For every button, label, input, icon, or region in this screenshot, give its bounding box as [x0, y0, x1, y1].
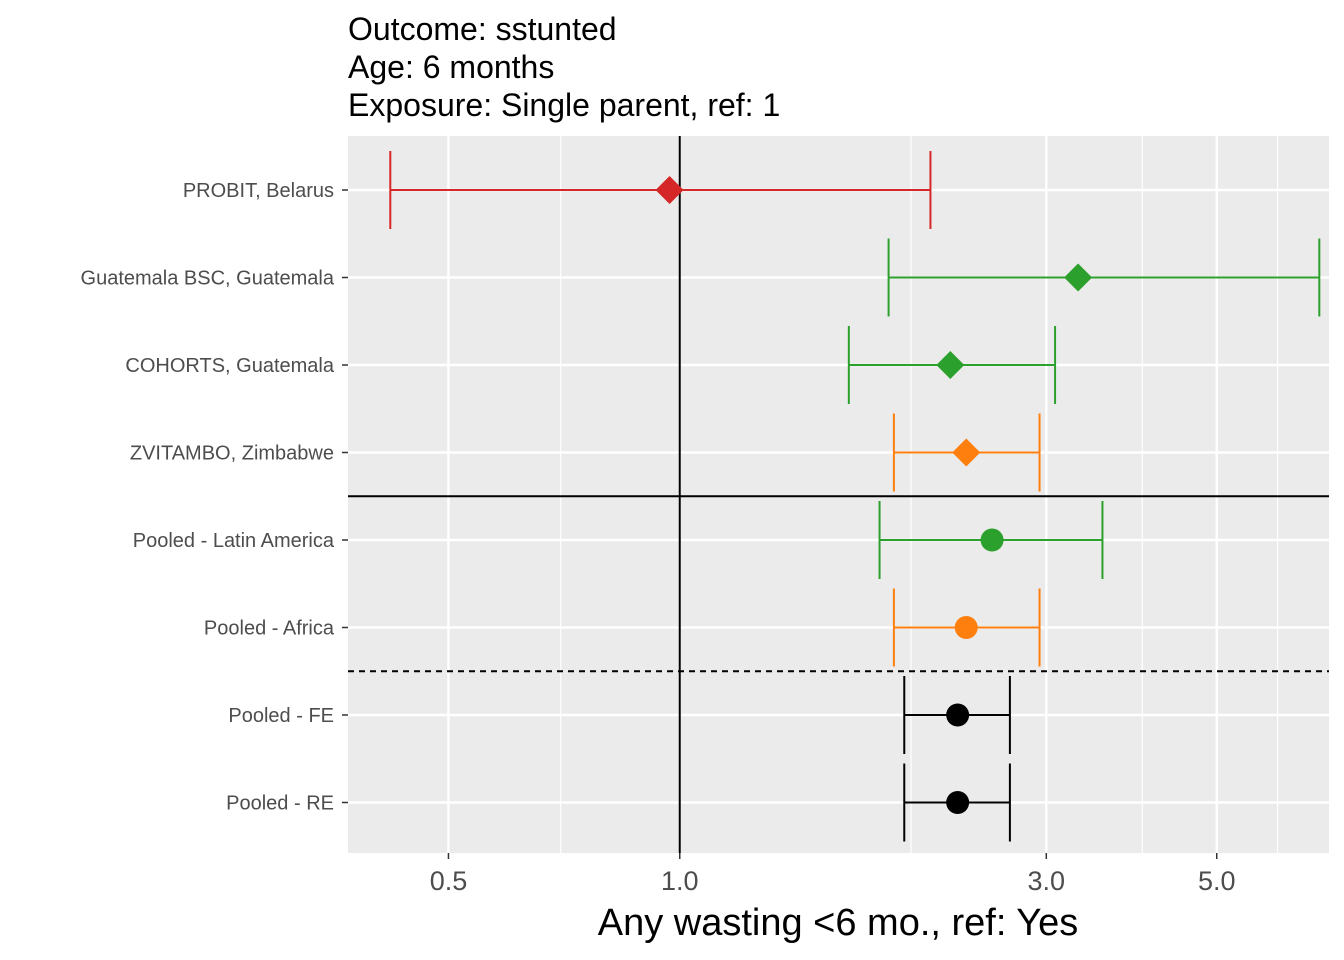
point-estimate-circle	[946, 791, 970, 814]
point-estimate-diamond	[952, 438, 981, 467]
y-tick-label: Pooled - RE	[226, 793, 334, 815]
row-marks	[887, 238, 1321, 317]
x-tick-label: 1.0	[661, 866, 699, 896]
title-outcome: Outcome: sstunted	[348, 11, 617, 47]
point-estimate-circle	[980, 528, 1004, 552]
x-axis: 0.5 1.0 3.0 5.0	[430, 853, 1236, 896]
title-exposure: Exposure: Single parent, ref: 1	[348, 87, 781, 123]
point-estimate-diamond	[655, 176, 684, 204]
row-marks	[389, 151, 932, 229]
point-estimate-diamond	[1064, 263, 1093, 292]
point-estimate-circle	[954, 616, 978, 639]
x-tick-label: 5.0	[1198, 866, 1236, 896]
reference-lines	[348, 136, 1329, 853]
title-age: Age: 6 months	[348, 49, 555, 85]
data-marks	[389, 151, 1321, 842]
x-tick-label: 3.0	[1028, 866, 1066, 896]
y-tick-label: Pooled - FE	[228, 705, 334, 727]
chart-title: Outcome: sstunted Age: 6 months Exposure…	[348, 10, 780, 124]
row-marks	[892, 588, 1041, 667]
y-tick-label: Guatemala BSC, Guatemala	[81, 268, 335, 290]
point-estimate-circle	[946, 703, 970, 727]
x-tick-label: 0.5	[430, 866, 468, 896]
point-estimate-diamond	[936, 351, 965, 379]
row-marks	[878, 501, 1104, 579]
row-marks	[892, 413, 1041, 492]
y-tick-label: PROBIT, Belarus	[183, 180, 334, 202]
y-tick-label: ZVITAMBO, Zimbabwe	[130, 443, 334, 465]
row-marks	[903, 763, 1011, 842]
row-marks	[903, 676, 1011, 754]
y-tick-label: Pooled - Africa	[204, 618, 335, 640]
plot-panel	[348, 136, 1329, 853]
y-axis: PROBIT, Belarus Guatemala BSC, Guatemala C…	[81, 180, 348, 815]
row-marks	[847, 326, 1057, 404]
x-axis-title: Any wasting <6 mo., ref: Yes	[598, 902, 1079, 944]
y-tick-label: COHORTS, Guatemala	[125, 355, 334, 377]
y-tick-label: Pooled - Latin America	[133, 530, 335, 552]
